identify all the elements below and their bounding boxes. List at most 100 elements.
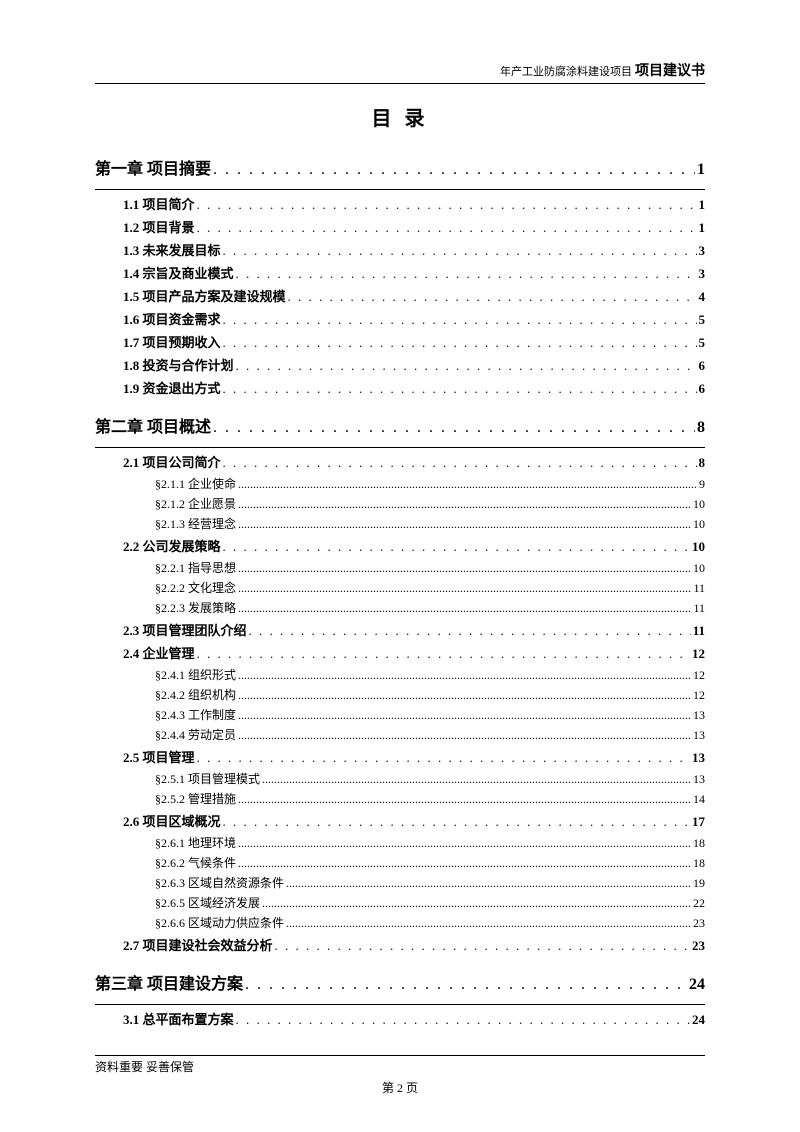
page-number: 第 2 页 xyxy=(95,1079,705,1096)
section-row: 2.3 项目管理团队介绍 . . . . . . . . . . . . . .… xyxy=(123,620,705,639)
subsection-row: §2.5.2 管理措施.............................… xyxy=(155,790,705,807)
dots: . . . . . . . . . . . . . . . . . . . . … xyxy=(236,358,697,374)
subsection-label: §2.1.2 企业愿景 xyxy=(155,495,236,512)
section-page: 17 xyxy=(692,814,705,830)
chapter-label: 第一章 项目摘要 xyxy=(95,155,211,179)
section-label: 2.4 企业管理 xyxy=(123,643,195,662)
dots: ........................................… xyxy=(238,728,691,743)
chapter-page: 1 xyxy=(697,161,705,179)
dots: ........................................… xyxy=(238,497,691,512)
section-row: 1.1 项目简介 . . . . . . . . . . . . . . . .… xyxy=(123,194,705,213)
subsection-row: §2.6.1 地理环境.............................… xyxy=(155,834,705,851)
dots: ........................................… xyxy=(238,688,691,703)
section-page: 8 xyxy=(699,455,706,471)
section-row: 2.6 项目区域概况 . . . . . . . . . . . . . . .… xyxy=(123,811,705,830)
section-row: 1.2 项目背景 . . . . . . . . . . . . . . . .… xyxy=(123,217,705,236)
subsection-label: §2.5.1 项目管理模式 xyxy=(155,770,260,787)
section-row: 1.3 未来发展目标 . . . . . . . . . . . . . . .… xyxy=(123,240,705,259)
dots: ........................................… xyxy=(238,561,691,576)
toc-body: 第一章 项目摘要 . . . . . . . . . . . . . . . .… xyxy=(95,155,705,1028)
subsection-page: 9 xyxy=(699,477,705,492)
chapter-page: 8 xyxy=(697,419,705,437)
subsection-page: 18 xyxy=(693,836,705,851)
subsection-row: §2.1.2 企业愿景.............................… xyxy=(155,495,705,512)
section-label: 2.3 项目管理团队介绍 xyxy=(123,620,247,639)
section-label: 1.6 项目资金需求 xyxy=(123,309,221,328)
subsection-page: 12 xyxy=(693,688,705,703)
section-label: 2.7 项目建设社会效益分析 xyxy=(123,935,273,954)
subsection-page: 11 xyxy=(693,601,705,616)
section-label: 2.2 公司发展策略 xyxy=(123,536,221,555)
subsection-page: 19 xyxy=(693,876,705,891)
subsection-label: §2.2.2 文化理念 xyxy=(155,579,236,596)
section-row: 2.5 项目管理 . . . . . . . . . . . . . . . .… xyxy=(123,747,705,766)
section-page: 3 xyxy=(699,243,706,259)
section-page: 10 xyxy=(692,539,705,555)
section-label: 1.4 宗旨及商业模式 xyxy=(123,263,234,282)
dots: ........................................… xyxy=(262,896,691,911)
footer-note: 资料重要 妥善保管 xyxy=(95,1055,705,1075)
dots: ........................................… xyxy=(238,601,691,616)
section-label: 1.8 投资与合作计划 xyxy=(123,355,234,374)
subsection-row: §2.5.1 项目管理模式...........................… xyxy=(155,770,705,787)
subsection-row: §2.4.1 组织形式.............................… xyxy=(155,666,705,683)
section-page: 3 xyxy=(699,266,706,282)
chapter-row: 第三章 项目建设方案 . . . . . . . . . . . . . . .… xyxy=(95,970,705,994)
section-page: 24 xyxy=(692,1012,705,1028)
subsection-page: 18 xyxy=(693,856,705,871)
subsection-label: §2.5.2 管理措施 xyxy=(155,790,236,807)
section-row: 1.5 项目产品方案及建设规模 . . . . . . . . . . . . … xyxy=(123,286,705,305)
dots: ........................................… xyxy=(286,916,691,931)
subsection-page: 10 xyxy=(693,561,705,576)
section-label: 3.1 总平面布置方案 xyxy=(123,1009,234,1028)
section-row: 1.7 项目预期收入 . . . . . . . . . . . . . . .… xyxy=(123,332,705,351)
dots: ........................................… xyxy=(238,517,691,532)
subsection-page: 22 xyxy=(693,896,705,911)
subsection-page: 13 xyxy=(693,728,705,743)
subsection-row: §2.1.1 企业使命.............................… xyxy=(155,475,705,492)
footer: 资料重要 妥善保管 第 2 页 xyxy=(95,1055,705,1096)
section-page: 1 xyxy=(699,197,706,213)
dots: . . . . . . . . . . . . . . . . . . . . … xyxy=(245,976,687,994)
dots: ........................................… xyxy=(262,772,691,787)
dots: ........................................… xyxy=(238,856,691,871)
dots: ........................................… xyxy=(238,581,691,596)
section-label: 1.3 未来发展目标 xyxy=(123,240,221,259)
subsection-row: §2.2.1 指导思想.............................… xyxy=(155,559,705,576)
toc-title: 目 录 xyxy=(95,102,705,131)
dots: . . . . . . . . . . . . . . . . . . . . … xyxy=(223,381,697,397)
subsection-label: §2.6.6 区域动力供应条件 xyxy=(155,914,284,931)
subsection-label: §2.2.3 发展策略 xyxy=(155,599,236,616)
section-page: 6 xyxy=(699,358,706,374)
dots: . . . . . . . . . . . . . . . . . . . . … xyxy=(197,220,697,236)
subsection-row: §2.6.2 气候条件.............................… xyxy=(155,854,705,871)
dots: . . . . . . . . . . . . . . . . . . . . … xyxy=(223,335,697,351)
header: 年产工业防腐涂料建设项目 项目建议书 xyxy=(95,60,705,84)
section-label: 2.6 项目区域概况 xyxy=(123,811,221,830)
section-page: 5 xyxy=(699,335,706,351)
section-row: 2.1 项目公司简介 . . . . . . . . . . . . . . .… xyxy=(123,452,705,471)
section-label: 1.5 项目产品方案及建设规模 xyxy=(123,286,286,305)
subsection-label: §2.1.1 企业使命 xyxy=(155,475,236,492)
dots: . . . . . . . . . . . . . . . . . . . . … xyxy=(223,814,690,830)
subsection-page: 13 xyxy=(693,772,705,787)
dots: . . . . . . . . . . . . . . . . . . . . … xyxy=(197,197,697,213)
subsection-row: §2.4.2 组织机构.............................… xyxy=(155,686,705,703)
dots: . . . . . . . . . . . . . . . . . . . . … xyxy=(275,938,690,954)
section-label: 1.9 资金退出方式 xyxy=(123,378,221,397)
dots: . . . . . . . . . . . . . . . . . . . . … xyxy=(288,289,697,305)
subsection-row: §2.6.5 区域经济发展...........................… xyxy=(155,894,705,911)
dots: ........................................… xyxy=(238,668,691,683)
dots: ........................................… xyxy=(238,792,691,807)
dots: . . . . . . . . . . . . . . . . . . . . … xyxy=(236,1012,690,1028)
dots: . . . . . . . . . . . . . . . . . . . . … xyxy=(223,539,690,555)
dots: . . . . . . . . . . . . . . . . . . . . … xyxy=(223,243,697,259)
section-label: 1.2 项目背景 xyxy=(123,217,195,236)
subsection-row: §2.2.2 文化理念.............................… xyxy=(155,579,705,596)
chapter-row: 第一章 项目摘要 . . . . . . . . . . . . . . . .… xyxy=(95,155,705,179)
section-page: 4 xyxy=(699,289,706,305)
subsection-row: §2.4.3 工作制度.............................… xyxy=(155,706,705,723)
subsection-label: §2.6.2 气候条件 xyxy=(155,854,236,871)
subsection-label: §2.4.3 工作制度 xyxy=(155,706,236,723)
subsection-page: 12 xyxy=(693,668,705,683)
